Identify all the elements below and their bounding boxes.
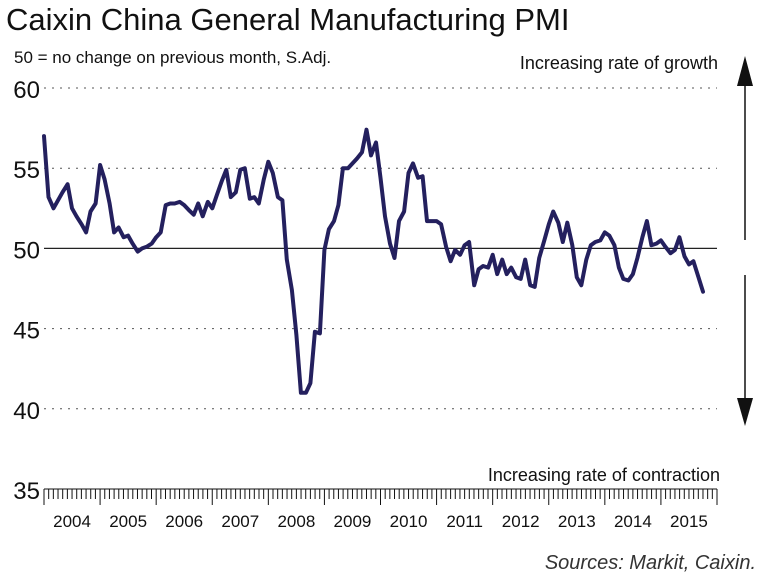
contraction-arrow-head [737,398,753,426]
x-tick-label: 2004 [53,512,91,531]
y-tick-label: 50 [13,237,40,264]
x-tick-label: 2009 [334,512,372,531]
y-tick-label: 45 [13,318,40,345]
annotations: Increasing rate of growth Increasing rat… [488,53,753,485]
y-tick-label: 35 [13,478,40,505]
growth-arrow-head [737,56,753,86]
x-tick-label: 2013 [558,512,596,531]
x-tick-label: 2008 [277,512,315,531]
series-line-0 [42,127,705,395]
x-tick-label: 2015 [670,512,708,531]
y-tick-label: 60 [13,77,40,104]
x-tick-label: 2010 [390,512,428,531]
x-tick-label: 2005 [109,512,147,531]
x-tick-label: 2007 [221,512,259,531]
y-tick-labels: 35 40 45 50 55 60 [13,77,40,505]
x-tick-label: 2014 [614,512,652,531]
x-tick-label: 2011 [446,512,483,531]
contraction-annotation: Increasing rate of contraction [488,465,720,485]
chart-subtitle: 50 = no change on previous month, S.Adj. [14,48,332,67]
x-tick-label: 2012 [502,512,540,531]
x-tick-label: 2006 [165,512,203,531]
source-note: Sources: Markit, Caixin. [544,552,756,574]
x-axis: 2004 2005 2006 2007 2008 2009 2010 2011 2012 2013… [43,488,718,531]
grid-layer [44,87,717,410]
growth-annotation: Increasing rate of growth [520,53,718,73]
y-tick-label: 55 [13,157,40,184]
y-tick-label: 40 [13,398,40,425]
chart-title: Caixin China General Manufacturing PMI [6,2,570,37]
series-layer [42,127,705,395]
